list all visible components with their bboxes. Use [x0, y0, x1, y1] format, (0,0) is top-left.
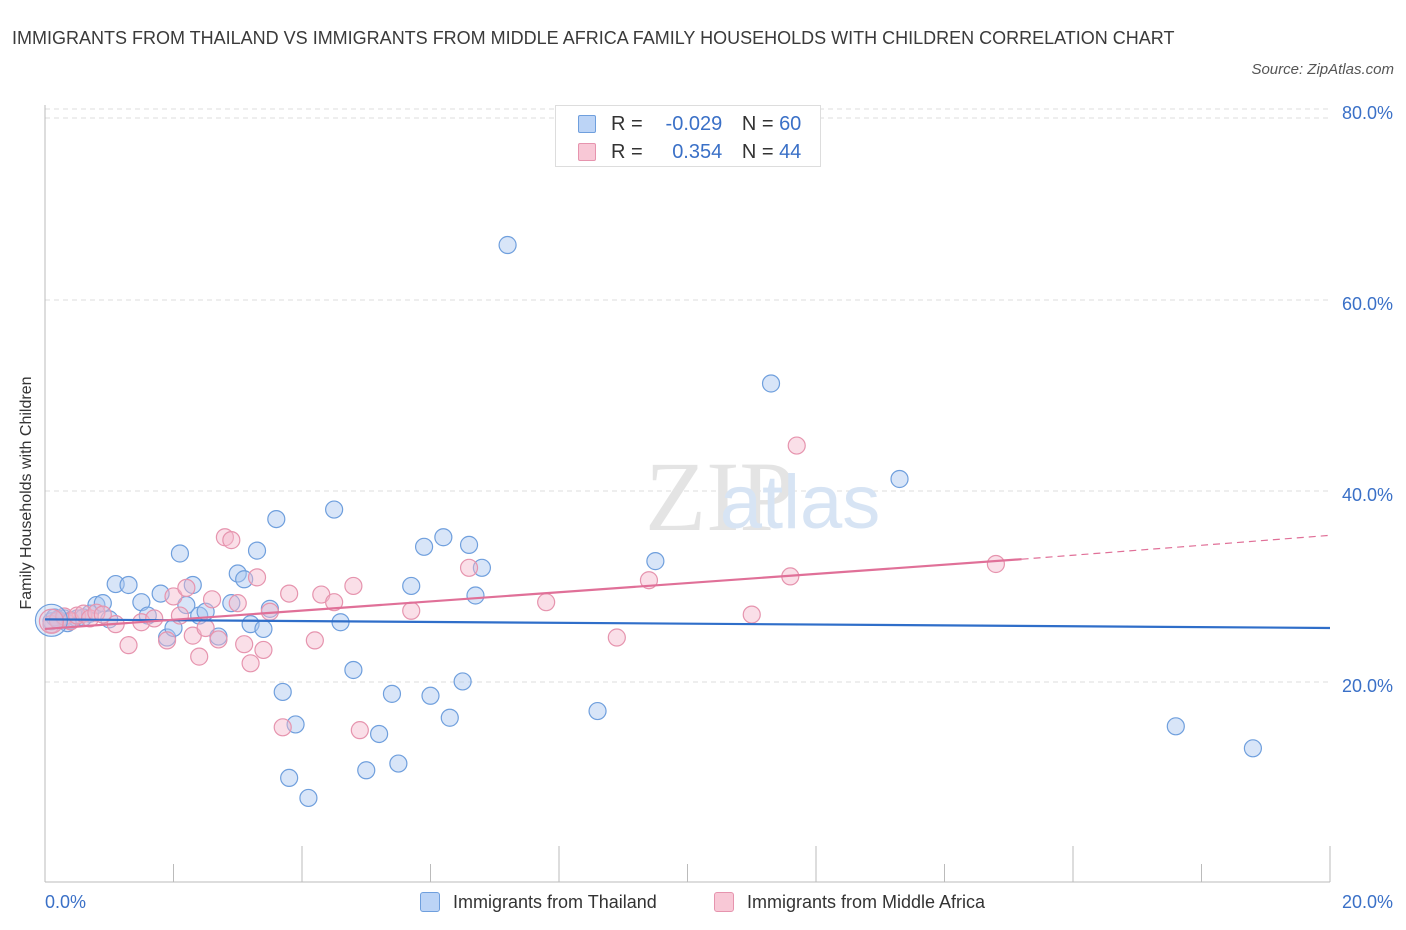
thailand-point [280, 768, 299, 788]
y-tick-label: 60.0% [1342, 294, 1393, 314]
thailand-n-value: 60 [779, 113, 802, 135]
legend-thailand-swatch [420, 892, 440, 912]
thailand-point [1243, 739, 1263, 758]
thailand-point [325, 500, 344, 519]
middle-africa-point [986, 554, 1006, 574]
data-points [34, 235, 1263, 808]
chart-source: Source: ZipAtlas.com [1251, 61, 1394, 78]
middle-africa-point [119, 636, 138, 655]
stats-legend: R = -0.029 N = 60 R = 0.354 N = 44 [555, 105, 821, 167]
middle-africa-point [742, 605, 761, 624]
middle-africa-point [164, 587, 183, 606]
middle-africa-swatch [578, 143, 596, 161]
thailand-point [170, 544, 190, 563]
middle-africa-point [305, 631, 324, 650]
middle-africa-point [157, 631, 177, 650]
thailand-point [1166, 717, 1185, 736]
middle-africa-point [222, 531, 241, 550]
thailand-point [761, 374, 781, 393]
middle-africa-point [228, 594, 247, 613]
middle-africa-point [190, 647, 209, 666]
middle-africa-point [87, 603, 106, 622]
middle-africa-point [273, 718, 292, 737]
thailand-point [421, 686, 440, 705]
thailand-n-label: N = [741, 113, 774, 135]
middle-africa-point [177, 578, 196, 597]
middle-africa-point [344, 576, 363, 596]
trend-lines [44, 534, 1331, 631]
thailand-point [254, 619, 273, 639]
middle-africa-point [607, 628, 626, 647]
thailand-point [402, 576, 421, 596]
middle-africa-point [209, 630, 228, 649]
y-tick-label: 20.0% [1342, 676, 1393, 696]
middle-africa-r-value: 0.354 [672, 141, 723, 163]
middle-africa-point [787, 436, 806, 455]
thailand-r-value: -0.029 [665, 113, 723, 135]
middle-africa-point [170, 606, 190, 625]
watermark-zip: ZIP [645, 441, 795, 552]
thailand-point [498, 235, 517, 255]
thailand-point [299, 788, 318, 808]
thailand-point [370, 724, 389, 744]
legend-middle-africa-label: Immigrants from Middle Africa [747, 892, 986, 912]
thailand-point [472, 558, 491, 577]
watermark-atlas: atlas [720, 460, 881, 545]
middle-africa-point [537, 593, 556, 612]
thailand-point [890, 469, 909, 489]
middle-africa-point-cluster [38, 608, 65, 634]
thailand-point [646, 552, 665, 571]
middle-africa-point [202, 590, 222, 609]
thailand-trend-line [44, 618, 1331, 630]
thailand-point [344, 660, 363, 680]
middle-africa-n-label: N = [741, 141, 774, 163]
thailand-point [459, 535, 479, 554]
middle-africa-trend-line [44, 558, 1022, 631]
middle-africa-point [241, 654, 260, 673]
middle-africa-point [350, 721, 369, 740]
axes [44, 105, 1331, 883]
thailand-point [106, 574, 125, 594]
middle-africa-point [247, 568, 267, 587]
x-tick-label-max: 20.0% [1342, 892, 1393, 912]
thailand-r-label: R = [611, 113, 643, 135]
thailand-point [588, 701, 607, 721]
thailand-point [389, 754, 408, 773]
y-tick-label: 80.0% [1342, 103, 1393, 123]
tick-labels: 20.0% 40.0% 60.0% 80.0% 0.0% 20.0% [45, 103, 1393, 912]
thailand-point [440, 708, 459, 727]
thailand-point [357, 761, 376, 780]
thailand-point [267, 509, 286, 529]
thailand-point [414, 537, 434, 556]
thailand-point [119, 575, 138, 595]
middle-africa-point [280, 584, 299, 603]
thailand-point [453, 672, 472, 691]
legend-middle-africa-swatch [714, 892, 734, 912]
thailand-point [434, 528, 453, 547]
middle-africa-n-value: 44 [779, 141, 802, 163]
middle-africa-point [402, 601, 421, 620]
middle-africa-trend-extension [1021, 534, 1331, 560]
middle-africa-point [254, 640, 273, 660]
middle-africa-point [325, 593, 344, 612]
middle-africa-point [145, 609, 164, 628]
x-tick-label-min: 0.0% [45, 892, 86, 912]
thailand-swatch [578, 115, 596, 133]
middle-africa-r-label: R = [611, 141, 643, 163]
thailand-point [222, 594, 241, 613]
chart-title: IMMIGRANTS FROM THAILAND VS IMMIGRANTS F… [12, 28, 1175, 48]
thailand-point [247, 541, 267, 560]
middle-africa-point [459, 558, 479, 577]
thailand-point [466, 586, 485, 605]
legend-thailand-label: Immigrants from Thailand [453, 892, 657, 912]
middle-africa-point [235, 635, 254, 654]
thailand-point [382, 684, 402, 703]
thailand-point [273, 682, 292, 702]
y-tick-label: 40.0% [1342, 485, 1393, 505]
